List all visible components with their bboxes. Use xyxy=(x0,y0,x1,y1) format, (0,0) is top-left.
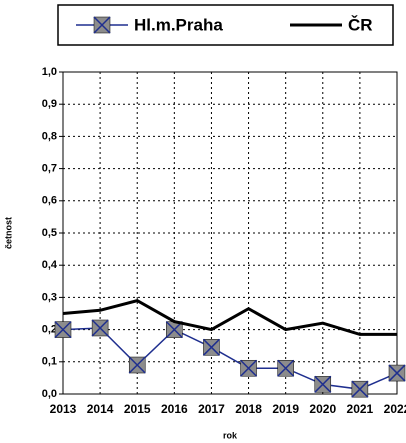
marker xyxy=(351,380,369,398)
x-tick-label: 2022 xyxy=(384,402,406,416)
marker xyxy=(54,321,72,339)
x-tick-label: 2018 xyxy=(235,402,262,416)
x-tick-label: 2014 xyxy=(87,402,114,416)
y-tick-label: 0,5 xyxy=(42,227,57,239)
marker xyxy=(202,338,220,356)
series-line xyxy=(62,299,397,336)
marker xyxy=(240,359,258,377)
x-tick-label: 2015 xyxy=(124,402,151,416)
y-tick-label: 0,4 xyxy=(42,259,58,271)
marker xyxy=(388,364,406,382)
y-tick-label: 0,7 xyxy=(42,163,57,175)
legend-label: Hl.m.Praha xyxy=(134,15,223,34)
x-tick-label: 2019 xyxy=(272,402,299,416)
marker xyxy=(91,319,109,337)
x-axis-label: rok xyxy=(223,430,238,440)
marker xyxy=(314,375,332,393)
legend-marker-x xyxy=(93,16,111,34)
y-tick-label: 0,1 xyxy=(42,356,57,368)
marker xyxy=(277,359,295,377)
legend-label: ČR xyxy=(348,15,373,34)
y-tick-label: 0,3 xyxy=(42,291,57,303)
y-axis-label: četnost xyxy=(3,217,13,249)
x-tick-label: 2016 xyxy=(161,402,188,416)
x-tick-label: 2020 xyxy=(309,402,336,416)
x-tick-label: 2021 xyxy=(347,402,374,416)
y-tick-label: 0,8 xyxy=(42,130,57,142)
series-line xyxy=(62,327,398,390)
y-tick-label: 0,6 xyxy=(42,195,57,207)
y-tick-label: 1,0 xyxy=(42,66,57,78)
x-tick-label: 2013 xyxy=(50,402,77,416)
y-tick-label: 0,2 xyxy=(42,324,57,336)
y-tick-label: 0,0 xyxy=(42,388,57,400)
marker xyxy=(128,356,146,374)
x-tick-label: 2017 xyxy=(198,402,225,416)
y-tick-label: 0,9 xyxy=(42,98,57,110)
